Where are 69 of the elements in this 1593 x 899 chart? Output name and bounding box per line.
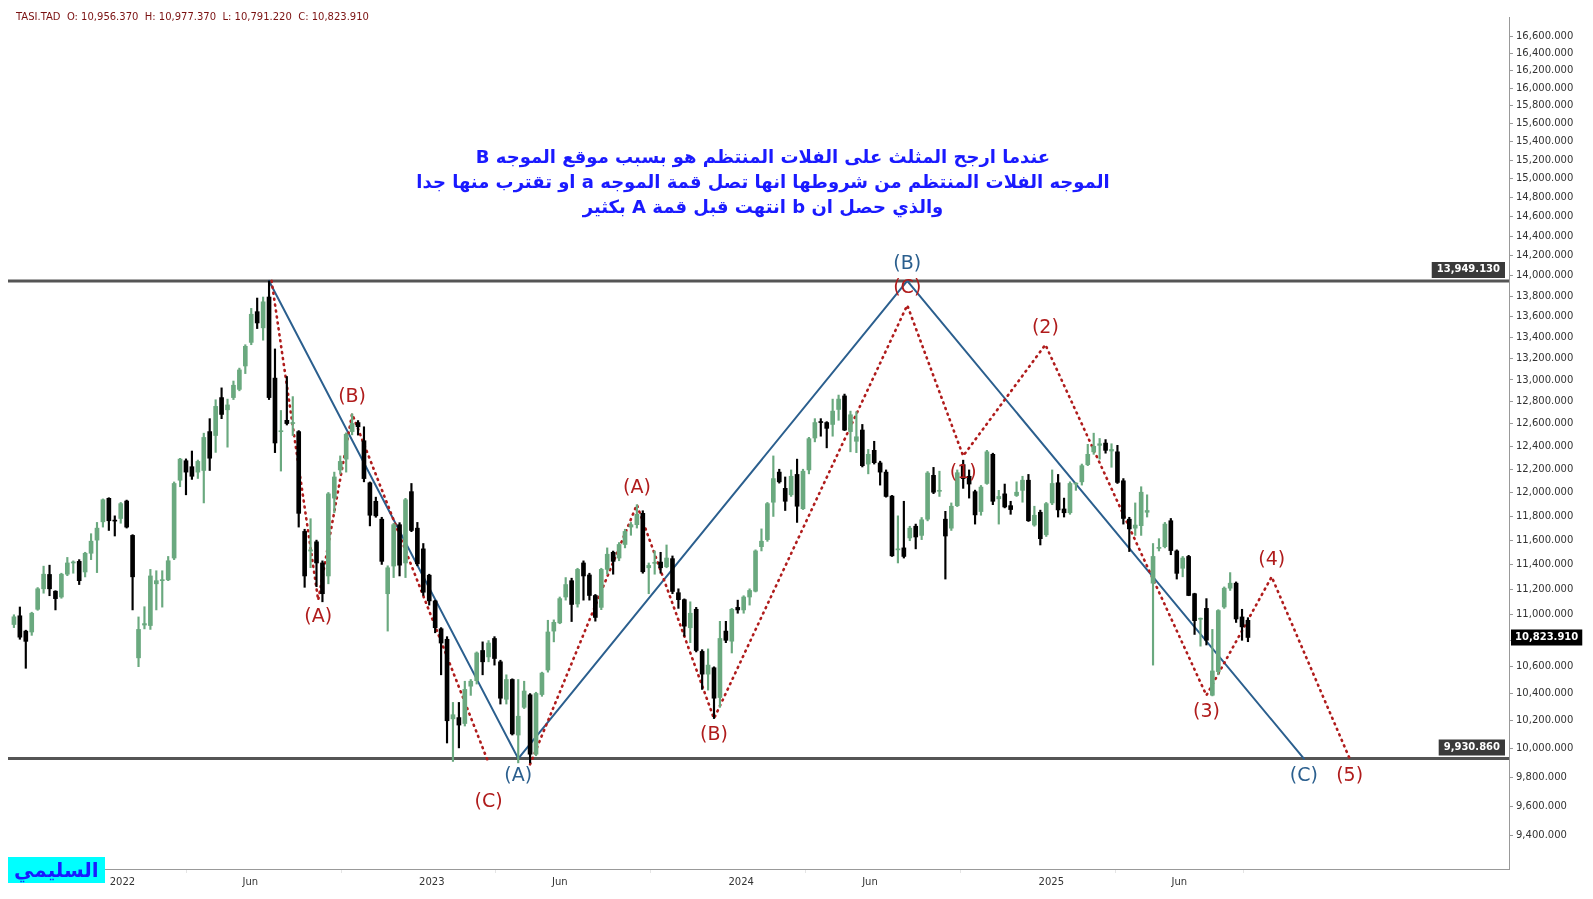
candlestick <box>1198 617 1203 647</box>
x-tick-label: Jun <box>550 875 568 887</box>
y-tick-label: 12,200.000 <box>1516 462 1574 474</box>
candlestick <box>759 528 764 552</box>
y-tick-label: 15,400.000 <box>1516 135 1574 147</box>
candlestick <box>225 398 230 448</box>
annotation: (B) <box>893 250 922 273</box>
y-tick-label: 9,600.000 <box>1516 799 1567 811</box>
annotation: (3) <box>1192 699 1220 722</box>
x-tick-label: 2025 <box>1038 875 1065 887</box>
y-tick-label: 14,600.000 <box>1516 210 1574 222</box>
y-tick-label: 16,200.000 <box>1516 64 1574 76</box>
annotation: السليمي <box>8 857 105 883</box>
y-tick-label: 11,000.000 <box>1516 608 1574 620</box>
y-tick-label: 14,200.000 <box>1516 249 1574 261</box>
y-tick-label: 16,000.000 <box>1516 81 1574 93</box>
x-tick-label: Jun <box>241 875 259 887</box>
y-tick-label: 12,000.000 <box>1516 486 1574 498</box>
y-tick-label: 10,000.000 <box>1516 742 1574 754</box>
chart-subtitle: TASI.TAD O: 10,956.370 H: 10,977.370 L: 10,791.220 C: 10,823.910 <box>16 11 369 22</box>
x-tick-label: Jun <box>861 875 878 887</box>
annotation: (A) <box>504 762 533 785</box>
y-tick-label: 13,800.000 <box>1516 289 1574 301</box>
annotation: (B) <box>700 722 728 745</box>
y-tick-label: 9,800.000 <box>1516 770 1567 782</box>
y-tick-label: 14,400.000 <box>1516 229 1574 241</box>
annotation: (A) <box>304 604 333 627</box>
annotation: (C) <box>474 788 503 811</box>
y-tick-label: 11,200.000 <box>1516 583 1574 595</box>
y-tick-label: 14,800.000 <box>1516 191 1574 203</box>
y-tick-label: 12,800.000 <box>1516 395 1574 407</box>
text: 10,823.910 <box>1515 631 1579 643</box>
y-tick-label: 14,000.000 <box>1516 269 1574 281</box>
candlestick <box>1109 443 1114 468</box>
annotation: (2) <box>1031 314 1059 337</box>
x-tick-label: 2023 <box>419 875 445 887</box>
y-tick-label: 12,400.000 <box>1516 439 1574 451</box>
annotation: (A) <box>622 474 651 497</box>
y-tick-label: 15,200.000 <box>1516 153 1574 165</box>
x-tick-label: 2022 <box>109 875 136 887</box>
y-tick-label: 12,600.000 <box>1516 417 1574 429</box>
y-tick-label: 10,200.000 <box>1516 714 1574 726</box>
text: عندما ارجح المثلث على الفلات المنتظم هو بسبب موقع الموجه B الموجه الفلات المنتظم من شروطها انها تصل قمة الموجه a او تقترب منها جدا والذي حصل ان b انتهت قبل قمة A بكثير <box>416 146 1110 217</box>
y-tick-label: 11,400.000 <box>1516 558 1574 570</box>
x-tick-label: 2024 <box>728 875 754 887</box>
y-tick-label: 15,000.000 <box>1516 172 1574 184</box>
candlestick <box>937 470 942 497</box>
y-tick-label: 13,200.000 <box>1516 352 1574 364</box>
annotation: (C) <box>1289 762 1318 785</box>
ref-line-label: 13,949.130 <box>1436 263 1501 275</box>
x-tick-label: Jun <box>1170 875 1188 887</box>
y-tick-label: 10,400.000 <box>1516 687 1574 699</box>
y-tick-label: 13,600.000 <box>1516 310 1574 322</box>
y-tick-label: 9,400.000 <box>1516 829 1567 841</box>
candlestick <box>1014 481 1019 497</box>
y-tick-label: 16,400.000 <box>1516 46 1574 58</box>
y-tick-label: 11,600.000 <box>1516 533 1574 545</box>
annotation: (5) <box>1336 762 1364 785</box>
y-tick-label: 15,600.000 <box>1516 117 1574 129</box>
y-tick-label: 16,600.000 <box>1516 29 1574 41</box>
y-tick-label: 13,000.000 <box>1516 373 1574 385</box>
line-series <box>528 303 1351 766</box>
y-tick-label: 11,800.000 <box>1516 509 1574 521</box>
annotation: (B) <box>338 383 367 406</box>
y-tick-label: 15,800.000 <box>1516 99 1574 111</box>
y-tick-label: 13,400.000 <box>1516 330 1574 342</box>
ref-line-label: 9,930.860 <box>1443 741 1501 753</box>
y-tick-label: 10,600.000 <box>1516 660 1574 672</box>
annotation: (4) <box>1258 546 1286 569</box>
